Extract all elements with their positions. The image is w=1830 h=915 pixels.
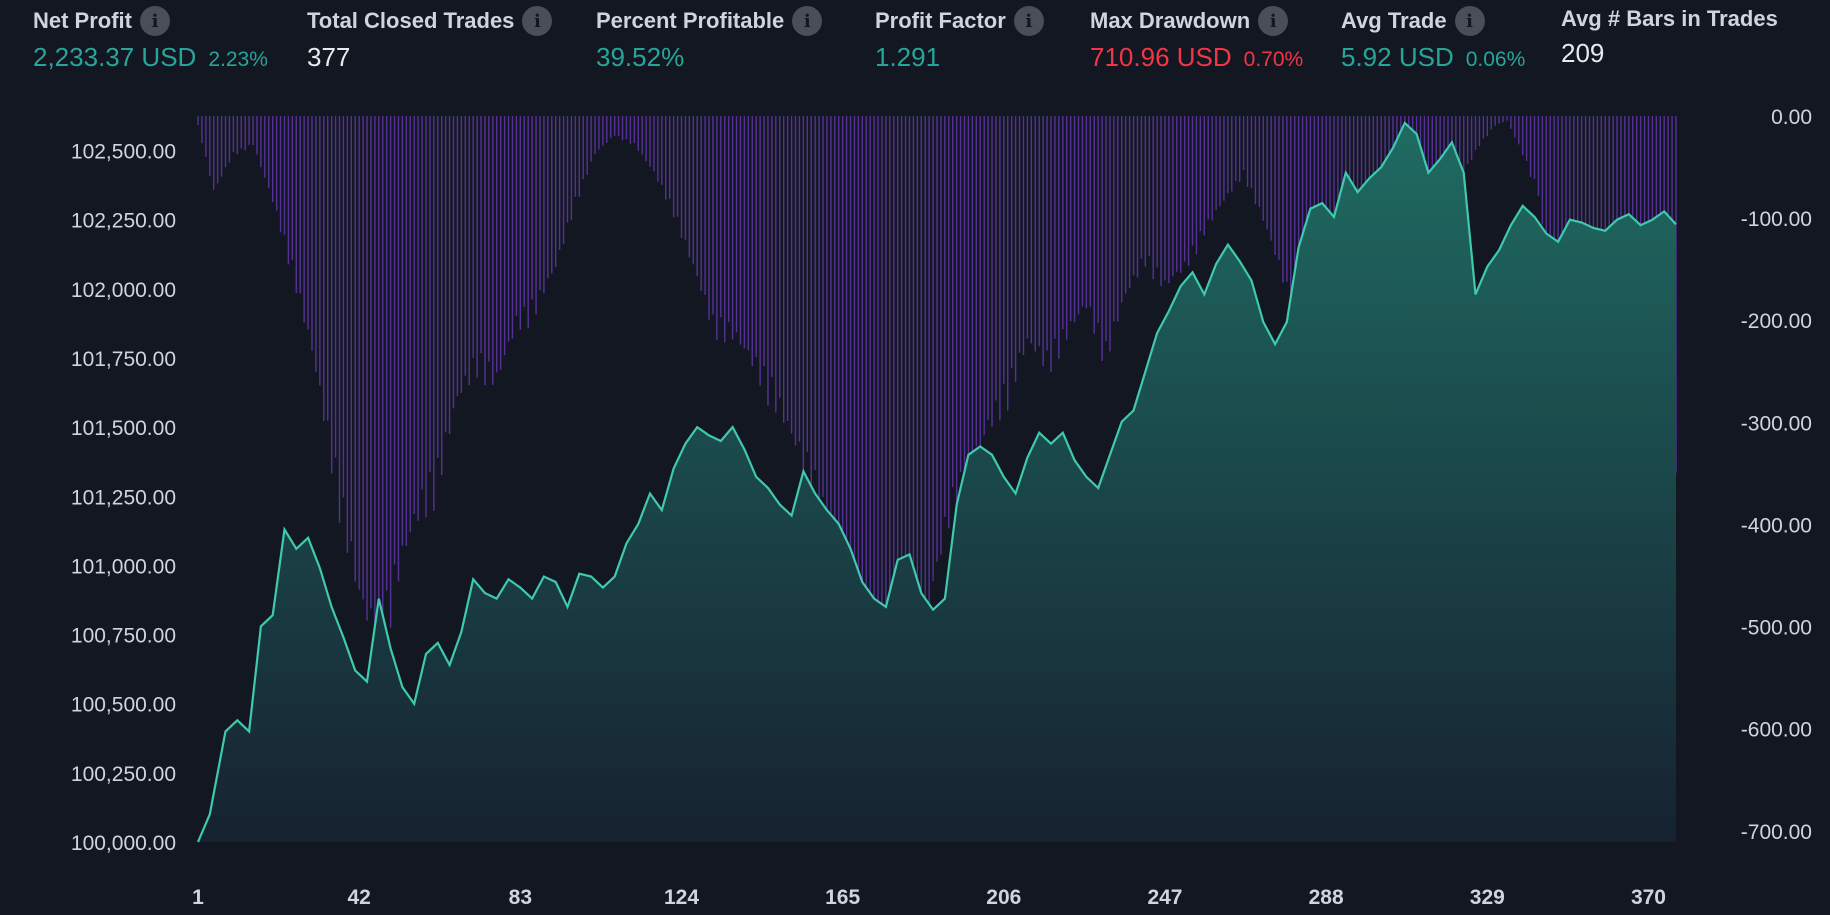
stat-title: Profit Factor <box>875 8 1006 33</box>
x-axis-tick: 42 <box>347 886 370 909</box>
stat-title: Percent Profitable <box>596 8 785 33</box>
right-axis-tick: -200.00 <box>1741 310 1812 333</box>
x-axis-tick: 1 <box>192 886 204 909</box>
x-axis-tick: 247 <box>1147 886 1182 909</box>
stat-title: Max Drawdown <box>1090 8 1251 33</box>
x-axis-tick: 288 <box>1309 886 1344 909</box>
info-icon[interactable]: i <box>1454 6 1485 36</box>
x-axis-tick: 329 <box>1470 886 1505 909</box>
stat-title: Net Profit <box>33 8 132 33</box>
stat-value: 39.52% <box>596 42 685 72</box>
right-axis-tick: -100.00 <box>1741 208 1812 231</box>
equity-line <box>196 121 1677 843</box>
right-axis-tick: -600.00 <box>1741 719 1812 742</box>
right-axis-tick: -700.00 <box>1741 821 1812 844</box>
right-axis-tick: -400.00 <box>1741 514 1812 537</box>
left-axis-tick: 100,750.00 <box>71 625 176 648</box>
left-axis-tick: 102,500.00 <box>71 141 176 164</box>
left-axis-tick: 101,750.00 <box>71 348 176 371</box>
info-icon[interactable]: i <box>792 6 823 36</box>
stat-total-closed-trades: Total Closed Trades i 377 <box>307 6 553 73</box>
info-icon[interactable]: i <box>522 6 553 36</box>
left-axis-tick: 100,250.00 <box>71 763 176 786</box>
x-axis-tick: 206 <box>986 886 1021 909</box>
stat-value: 5.92 USD <box>1341 42 1454 72</box>
stat-max-drawdown: Max Drawdown i 710.96 USD 0.70% <box>1090 6 1303 73</box>
info-icon[interactable]: i <box>1258 6 1289 36</box>
x-axis-tick: 124 <box>664 886 699 909</box>
stat-net-profit: Net Profit i 2,233.37 USD 2.23% <box>33 6 268 73</box>
stat-value: 710.96 USD <box>1090 42 1232 72</box>
left-axis-tick: 102,250.00 <box>71 210 176 233</box>
left-axis-tick: 102,000.00 <box>71 279 176 302</box>
right-axis: 0.00 -100.00 -200.00 -300.00 -400.00 -500.00 -… <box>1741 106 1812 844</box>
stat-title: Avg Trade <box>1341 8 1447 33</box>
x-axis-tick: 370 <box>1631 886 1666 909</box>
stat-avg-bars-in-trades: Avg # Bars in Trades 209 <box>1561 6 1778 69</box>
stat-percent: 2.23% <box>208 48 268 71</box>
left-axis-tick: 100,000.00 <box>71 832 176 855</box>
right-axis-tick: 0.00 <box>1771 106 1812 129</box>
right-axis-tick: -500.00 <box>1741 617 1812 640</box>
stat-value: 377 <box>307 42 351 72</box>
right-axis-tick: -300.00 <box>1741 412 1812 435</box>
equity-area <box>198 122 1676 842</box>
x-axis: 1 42 83 124 165 206 247 288 329 370 <box>192 886 1666 909</box>
stat-avg-trade: Avg Trade i 5.92 USD 0.06% <box>1341 6 1525 73</box>
left-axis-tick: 101,500.00 <box>71 417 176 440</box>
x-axis-tick: 83 <box>509 886 532 909</box>
stat-title: Avg # Bars in Trades <box>1561 6 1778 31</box>
stat-value: 1.291 <box>875 42 941 72</box>
left-axis-tick: 100,500.00 <box>71 694 176 717</box>
stat-value: 209 <box>1561 38 1605 68</box>
stats-bar: Net Profit i 2,233.37 USD 2.23% Total Clos… <box>0 0 1830 90</box>
stat-percent: 0.06% <box>1465 48 1526 71</box>
stat-value: 2,233.37 USD <box>33 42 197 72</box>
left-axis-tick: 101,250.00 <box>71 486 176 509</box>
stat-percent: 0.70% <box>1243 48 1304 71</box>
stat-profit-factor: Profit Factor i 1.291 <box>875 6 1044 73</box>
left-axis: 102,500.00 102,250.00 102,000.00 101,750.00… <box>71 141 176 855</box>
info-icon[interactable]: i <box>1013 6 1044 36</box>
left-axis-tick: 101,000.00 <box>71 555 176 578</box>
stat-percent-profitable: Percent Profitable i 39.52% <box>596 6 823 73</box>
stat-title: Total Closed Trades <box>307 8 515 33</box>
x-axis-tick: 165 <box>825 886 860 909</box>
info-icon[interactable]: i <box>140 6 170 36</box>
